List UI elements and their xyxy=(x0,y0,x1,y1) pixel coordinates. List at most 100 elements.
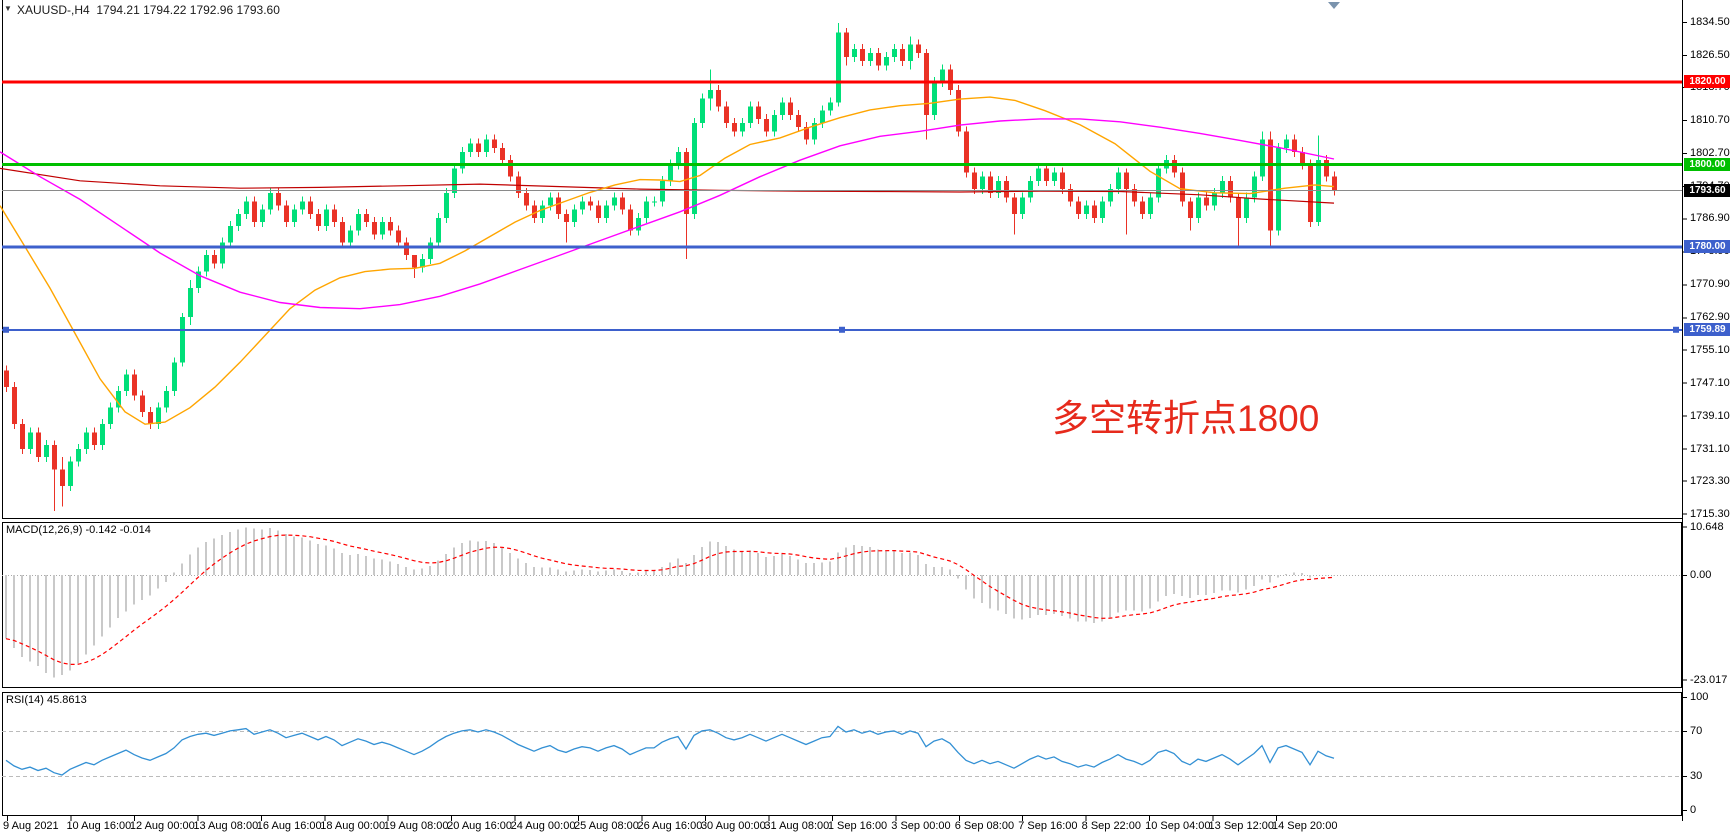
rsi-indicator-label: RSI(14) 45.8613 xyxy=(6,694,87,706)
price-tick-label: 1731.10 xyxy=(1690,442,1730,455)
candle-bear xyxy=(36,432,41,458)
candle-bull xyxy=(884,57,889,66)
price-badge: 1780.00 xyxy=(1684,240,1730,254)
candle-bear xyxy=(684,151,689,214)
candle-bull xyxy=(292,209,297,223)
time-axis-label: 18 Aug 00:00 xyxy=(320,820,386,832)
candle-bear xyxy=(308,201,313,214)
candle-bull xyxy=(836,32,841,103)
macd-tick-label: 0.00 xyxy=(1690,569,1712,581)
candle-bear xyxy=(1004,180,1009,198)
candle-bull xyxy=(180,316,185,363)
candle-bear xyxy=(1092,205,1097,218)
macd-histogram[interactable] xyxy=(5,527,1335,678)
time-axis-label: 31 Aug 08:00 xyxy=(764,820,830,832)
candle-bear xyxy=(1172,160,1177,173)
candle-bull xyxy=(1100,201,1105,218)
candle-bear xyxy=(284,205,289,223)
candle-bull xyxy=(652,201,657,203)
rsi-tick-label: 100 xyxy=(1690,691,1709,703)
chart-shift-marker-icon[interactable] xyxy=(1328,2,1340,9)
candle-bull xyxy=(676,151,681,165)
candle-bear xyxy=(556,197,561,214)
candle-bull xyxy=(156,407,161,425)
candle-bull xyxy=(436,217,441,243)
candle-bull xyxy=(452,168,457,194)
candle-bear xyxy=(916,44,921,53)
macd-indicator-label: MACD(12,26,9) -0.142 -0.014 xyxy=(6,524,151,536)
candle-bear xyxy=(1268,139,1273,231)
candle-bull xyxy=(692,123,697,214)
candle-bull xyxy=(1116,172,1121,190)
price-tick-label: 1762.90 xyxy=(1690,311,1730,324)
time-axis-label: 30 Aug 00:00 xyxy=(700,820,766,832)
hline-selection-handle[interactable] xyxy=(839,326,845,333)
price-badge: 1759.89 xyxy=(1684,323,1730,337)
candle-bear xyxy=(860,48,865,62)
candle-bull xyxy=(44,444,49,458)
candle-bull xyxy=(852,48,857,58)
candle-bull xyxy=(1212,193,1217,206)
candle-bear xyxy=(140,395,145,412)
candle-bull xyxy=(1260,139,1265,177)
time-axis-label: 12 Aug 00:00 xyxy=(129,820,195,832)
time-axis-label: 6 Sep 08:00 xyxy=(954,820,1015,832)
candle-bull xyxy=(572,209,577,223)
hline-selection-handle[interactable] xyxy=(1673,326,1679,333)
candle-bull xyxy=(1252,176,1257,198)
macd-tick-label: -23.017 xyxy=(1690,673,1728,686)
candle-bull xyxy=(636,217,641,231)
candles[interactable] xyxy=(4,23,1337,511)
price-tick-label: 1723.30 xyxy=(1690,474,1730,487)
price-badge: 1800.00 xyxy=(1684,157,1730,171)
panel-borders xyxy=(2,0,1683,821)
candle-bear xyxy=(500,147,505,161)
candle-bull xyxy=(356,213,361,231)
candle-bear xyxy=(1228,180,1233,198)
candle-bull xyxy=(268,193,273,210)
candle-bull xyxy=(468,143,473,152)
text-annotation[interactable]: 多空转折点1800 xyxy=(1052,398,1320,439)
candle-bull xyxy=(812,123,817,140)
candle-bull xyxy=(780,102,785,115)
candle-bear xyxy=(1180,172,1185,202)
candle-bear xyxy=(732,123,737,132)
time-axis-label: 3 Sep 00:00 xyxy=(891,820,951,832)
candle-bull xyxy=(1196,197,1201,218)
candle-bear xyxy=(132,374,137,396)
candle-bull xyxy=(28,432,33,449)
ma-mid-line[interactable] xyxy=(0,118,1335,310)
rsi-line[interactable] xyxy=(5,725,1335,776)
candle-bear xyxy=(764,118,769,132)
candle-bull xyxy=(116,391,121,408)
candle-bull xyxy=(668,164,673,181)
candle-bear xyxy=(716,90,721,107)
candle-bull xyxy=(108,407,113,425)
time-axis-label: 13 Sep 12:00 xyxy=(1208,820,1274,832)
ma-slow-line[interactable] xyxy=(0,167,1335,204)
candle-bull xyxy=(828,102,833,111)
hline-selection-handle[interactable] xyxy=(3,326,9,333)
candle-bull xyxy=(1020,197,1025,214)
candle-bull xyxy=(996,180,1001,194)
candle-bull xyxy=(244,201,249,214)
chart-title: XAUUSD-,H4 1794.21 1794.22 1792.96 1793.… xyxy=(17,3,280,17)
macd-tick-label: 10.648 xyxy=(1690,520,1724,533)
candle-bull xyxy=(748,106,753,124)
candle-bull xyxy=(220,242,225,264)
time-axis-label: 8 Sep 22:00 xyxy=(1081,820,1141,832)
candle-bear xyxy=(52,444,57,470)
candle-bear xyxy=(1076,201,1081,214)
collapse-arrow-icon[interactable]: ▼ xyxy=(4,4,12,13)
candle-bear xyxy=(1140,201,1145,214)
candle-bear xyxy=(316,213,321,227)
candle-bull xyxy=(1244,197,1249,218)
candle-bear xyxy=(620,197,625,210)
ma-fast-line[interactable] xyxy=(0,96,1335,425)
candle-bear xyxy=(364,213,369,223)
candle-bull xyxy=(1156,168,1161,198)
candle-bear xyxy=(524,193,529,206)
candle-bear xyxy=(20,424,25,449)
candle-bull xyxy=(644,201,649,218)
